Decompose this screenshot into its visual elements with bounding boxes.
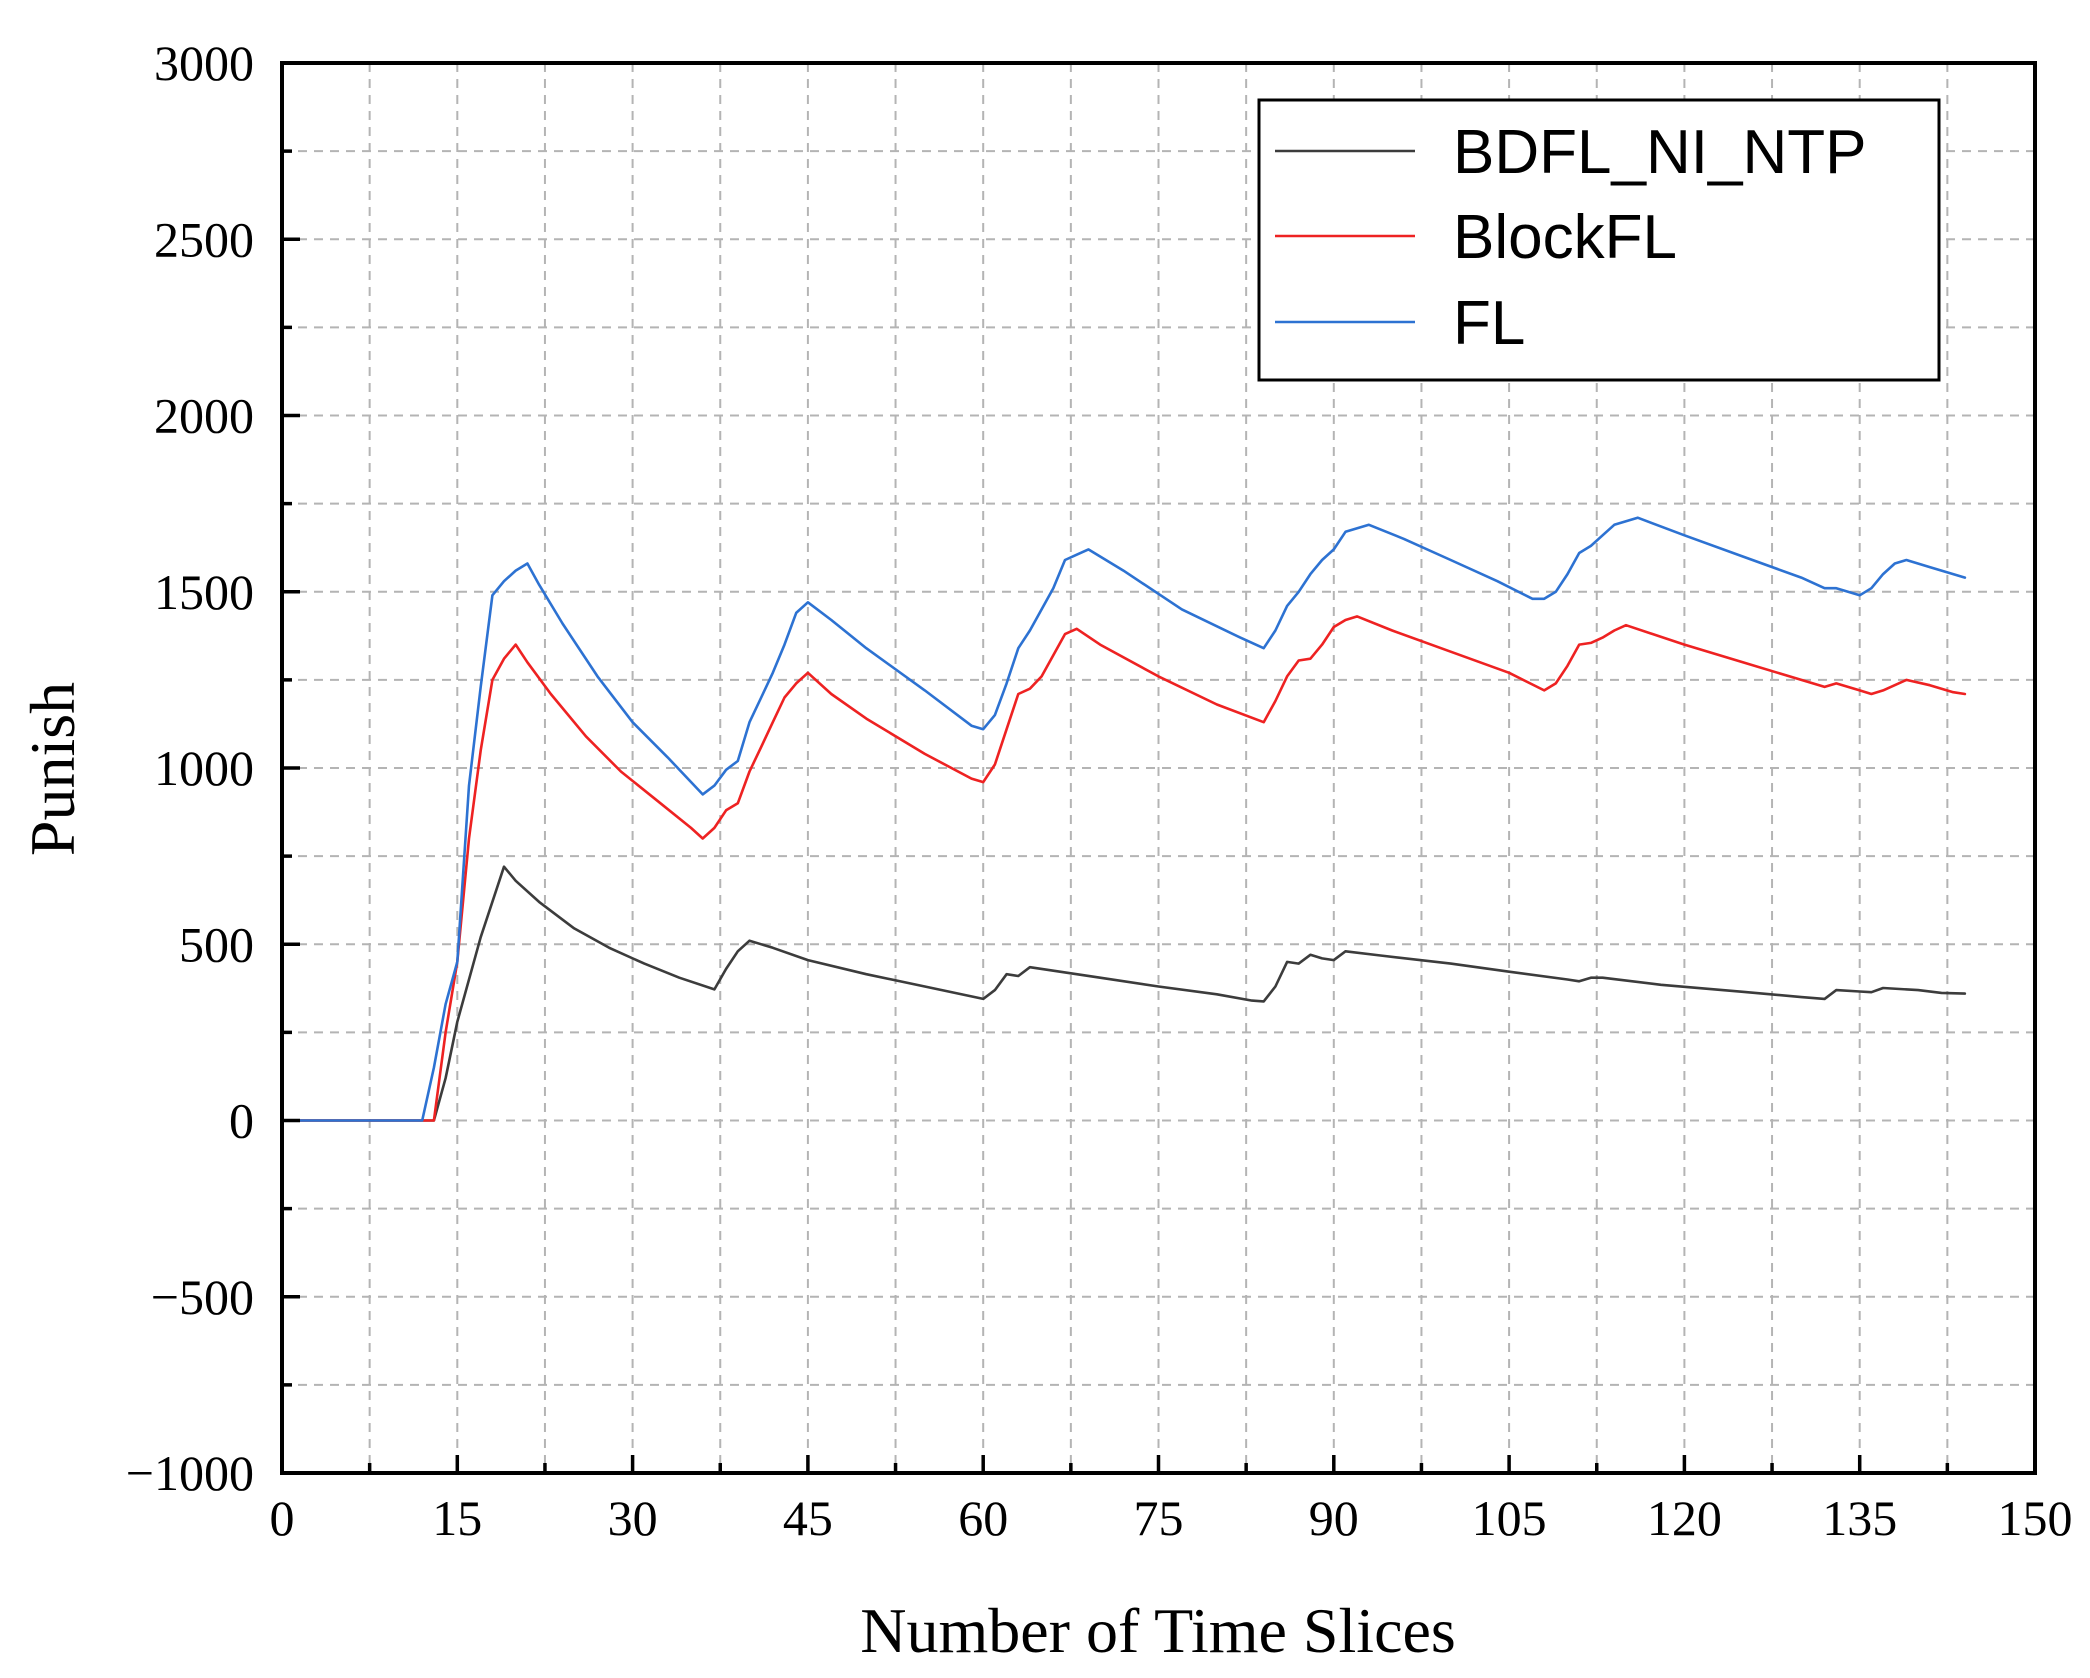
plot-frame bbox=[280, 61, 2037, 1475]
grid-lines bbox=[282, 63, 2035, 1473]
y-tick-label: 2000 bbox=[154, 388, 254, 444]
series-line-bdfl-ni-ntp bbox=[280, 865, 1967, 1122]
legend-box bbox=[1257, 98, 1941, 382]
x-tick-label: 75 bbox=[1134, 1490, 1184, 1546]
x-tick-label: 30 bbox=[608, 1490, 658, 1546]
x-tick-label: 135 bbox=[1822, 1490, 1897, 1546]
x-tick-label: 150 bbox=[1998, 1490, 2073, 1546]
x-tick-label: 105 bbox=[1472, 1490, 1547, 1546]
y-tick-label: 500 bbox=[179, 916, 254, 972]
y-tick-label: 1000 bbox=[154, 740, 254, 796]
y-tick-label: −500 bbox=[151, 1269, 254, 1325]
series-line-blockfl bbox=[280, 615, 1967, 1122]
series-lines bbox=[280, 516, 1967, 1122]
legend-label-fl: FL bbox=[1453, 289, 1525, 358]
legend-label-blockfl: BlockFL bbox=[1453, 203, 1677, 272]
legend-label-bdfl-ni-ntp: BDFL_NI_NTP bbox=[1453, 118, 1866, 187]
y-tick-label: 0 bbox=[229, 1093, 254, 1149]
y-tick-label: −1000 bbox=[126, 1445, 254, 1501]
x-tick-label: 90 bbox=[1309, 1490, 1359, 1546]
y-tick-label: 1500 bbox=[154, 564, 254, 620]
tick-labels: 0 15 30 45 60 75 90 105 120 135 150 −1000 −500 0 500 10… bbox=[126, 35, 2073, 1546]
series-line-fl bbox=[280, 516, 1967, 1122]
y-axis-title: Punish bbox=[17, 682, 88, 856]
x-tick-label: 15 bbox=[432, 1490, 482, 1546]
x-tick-label: 120 bbox=[1647, 1490, 1722, 1546]
legend: BDFL_NI_NTP BlockFL FL bbox=[1257, 98, 1941, 382]
x-tick-label: 45 bbox=[783, 1490, 833, 1546]
x-tick-label: 60 bbox=[958, 1490, 1008, 1546]
x-axis-title: Number of Time Slices bbox=[860, 1595, 1456, 1666]
y-tick-label: 2500 bbox=[154, 211, 254, 267]
y-tick-label: 3000 bbox=[154, 35, 254, 91]
x-tick-label: 0 bbox=[270, 1490, 295, 1546]
